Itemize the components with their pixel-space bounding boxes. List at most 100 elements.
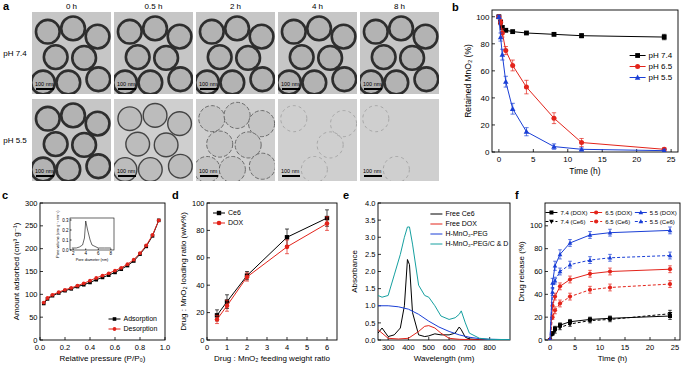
x-tick-label: 2: [72, 251, 75, 256]
data-point: [548, 338, 552, 340]
series: [496, 14, 666, 152]
data-point: [46, 296, 50, 300]
legend: Ce6DOX: [213, 209, 244, 226]
nanoparticle: [196, 156, 220, 181]
nanoparticle: [249, 153, 275, 179]
series: [378, 227, 510, 340]
image-background: [278, 12, 357, 94]
data-point: [568, 277, 572, 281]
y-tick-label: 3.5: [365, 216, 375, 225]
data-point: [558, 301, 562, 305]
nanoparticle: [32, 158, 55, 181]
series-line: [378, 227, 510, 340]
panel-label: f: [515, 189, 519, 201]
tem-image: [196, 12, 275, 94]
x-tick: [140, 337, 141, 340]
y-tick: [40, 203, 43, 204]
legend-swatch: [430, 244, 442, 245]
x-axis-label: Wavelength (nm): [414, 354, 475, 363]
data-point: [558, 284, 562, 288]
scale-bar: [36, 175, 54, 177]
data-point: [588, 233, 593, 237]
x-tick-label: 25: [667, 155, 676, 164]
data-point: [548, 338, 553, 340]
error-bar: [668, 313, 672, 320]
data-point: [608, 318, 613, 322]
error-bar: [552, 144, 556, 149]
nanoparticle: [86, 112, 110, 136]
nanoparticle: [372, 45, 396, 69]
y-tick-label: 60: [196, 253, 204, 262]
legend-marker: [113, 317, 117, 321]
legend-label: DOX: [228, 219, 244, 226]
x-tick: [567, 149, 568, 152]
x-tick-label: 0.6: [110, 343, 120, 352]
y-tick: [207, 340, 210, 341]
data-point: [107, 271, 111, 275]
nanoparticle: [200, 20, 224, 44]
data-point: [550, 290, 555, 294]
y-tick: [545, 248, 548, 249]
x-tick: [85, 249, 86, 251]
column-label: 0.5 h: [145, 2, 163, 11]
scale-bar: [118, 175, 136, 177]
scale-bar-label: 100 nm: [35, 81, 54, 87]
x-tick-label: 0: [548, 343, 552, 352]
y-tick-label: 0: [485, 148, 490, 157]
plot-frame: [40, 203, 165, 340]
chart: 0204060801000123456Drug : MnO₂ feeding w…: [172, 189, 337, 363]
data-point: [668, 228, 673, 232]
x-tick: [307, 337, 308, 340]
series-line: [72, 221, 111, 248]
data-point: [51, 293, 55, 297]
nanoparticle: [278, 71, 301, 94]
data-point: [325, 221, 330, 226]
x-tick: [498, 149, 499, 152]
y-tick-label: 2.5: [365, 250, 375, 259]
nanoparticle: [72, 133, 96, 157]
nanoparticle: [207, 131, 233, 157]
nanoparticle: [32, 71, 55, 94]
data-point: [119, 266, 123, 270]
legend-label: 5.5 (DOX): [650, 210, 677, 216]
data-point: [496, 14, 502, 19]
nanoparticle: [224, 102, 250, 128]
data-point: [101, 274, 105, 278]
legend-marker: [594, 219, 598, 223]
x-tick-label: 8: [110, 251, 113, 256]
data-point: [42, 301, 46, 305]
nanoparticle: [360, 71, 383, 94]
legend-label: Free Ce6: [445, 210, 474, 217]
legend-marker: [639, 210, 644, 214]
x-tick-label: 0: [497, 155, 502, 164]
data-point: [245, 275, 250, 280]
nanoparticle: [307, 17, 331, 41]
nanoparticle: [61, 104, 85, 128]
column-label: 8 h: [394, 2, 405, 11]
x-tick: [600, 337, 601, 340]
data-point: [588, 258, 593, 262]
nanoparticle: [118, 107, 142, 131]
legend-marker: [635, 75, 641, 80]
error-bar: [588, 286, 592, 293]
y-tick: [207, 203, 210, 204]
nanoparticle: [363, 106, 389, 132]
y-tick-label: 100: [530, 221, 543, 230]
data-point: [510, 63, 515, 68]
legend-label: Free DOX: [445, 220, 477, 227]
nanoparticle: [225, 17, 249, 41]
data-point: [94, 276, 98, 280]
error-bar: [668, 281, 672, 288]
nanoparticle: [138, 158, 162, 181]
series: [548, 227, 673, 340]
y-tick: [492, 70, 495, 71]
x-tick-label: 10: [563, 155, 572, 164]
nanoparticle: [56, 71, 80, 94]
scale-bar-label: 100 nm: [281, 81, 300, 87]
x-tick-label: 4: [84, 251, 87, 256]
legend-label: pH 5.5: [649, 73, 673, 82]
data-point: [503, 79, 509, 84]
data-point: [138, 251, 142, 255]
image-background: [360, 12, 439, 94]
data-point: [82, 281, 86, 285]
